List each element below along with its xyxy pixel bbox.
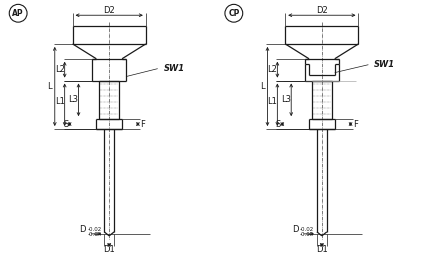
Text: CP: CP <box>228 9 239 18</box>
Text: L2: L2 <box>55 65 65 74</box>
Text: L3: L3 <box>281 95 291 104</box>
Text: F: F <box>353 120 358 128</box>
Text: L1: L1 <box>55 97 65 106</box>
Text: D2: D2 <box>316 6 328 15</box>
Text: D1: D1 <box>103 245 115 254</box>
Text: AP: AP <box>12 9 24 18</box>
Text: S: S <box>63 120 68 128</box>
Text: -0.02: -0.02 <box>87 227 102 232</box>
Text: L3: L3 <box>68 95 78 104</box>
Text: S: S <box>276 120 281 128</box>
Text: D1: D1 <box>316 245 328 254</box>
Text: -0.04: -0.04 <box>300 232 314 237</box>
Text: SW1: SW1 <box>164 64 185 73</box>
Text: L: L <box>260 82 265 91</box>
Text: L1: L1 <box>267 97 277 106</box>
Text: D2: D2 <box>103 6 115 15</box>
Text: SW1: SW1 <box>374 60 395 69</box>
Circle shape <box>9 4 27 22</box>
Text: D: D <box>79 225 86 234</box>
Text: L: L <box>48 82 52 91</box>
Text: F: F <box>140 120 145 128</box>
Text: D: D <box>292 225 298 234</box>
Text: -0.02: -0.02 <box>300 227 314 232</box>
Circle shape <box>225 4 243 22</box>
Text: -0.04: -0.04 <box>87 232 102 237</box>
Text: L2: L2 <box>267 65 277 74</box>
